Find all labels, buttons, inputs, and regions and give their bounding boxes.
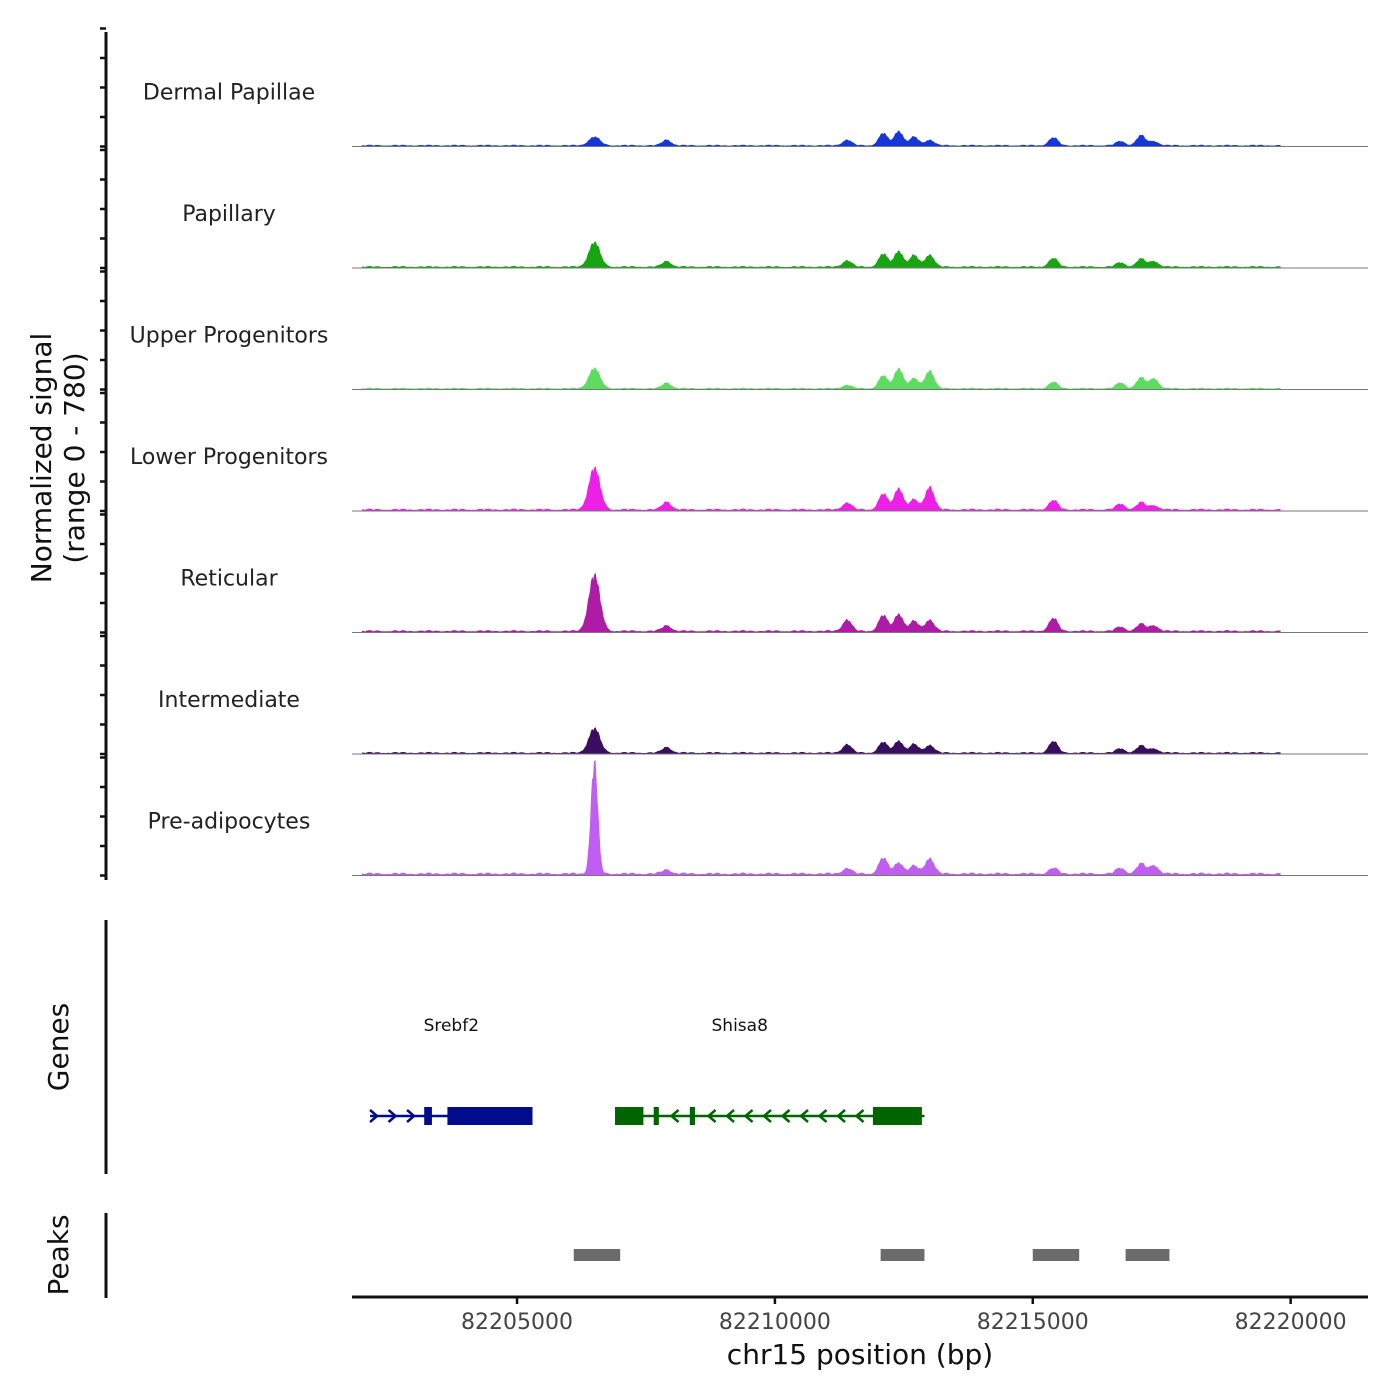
peak-bar xyxy=(1032,1249,1080,1261)
x-tick-label: 82215000 xyxy=(977,1310,1089,1335)
x-axis-ticks: 82205000 82210000 82215000 82220000 xyxy=(461,1297,1347,1335)
gene-track: Srebf2 Shisa8 xyxy=(369,1016,925,1125)
track-label: Upper Progenitors xyxy=(130,324,329,349)
strand-arrow xyxy=(725,1109,735,1123)
signal-tracks: Dermal Papillae Papillary Upper Progenitor… xyxy=(130,81,1368,876)
gene-exon xyxy=(653,1107,659,1125)
track-intermediate: Intermediate xyxy=(158,688,1368,755)
peak-bar xyxy=(880,1249,925,1261)
peak-bar xyxy=(573,1249,621,1261)
strand-arrow xyxy=(836,1109,846,1123)
strand-arrow xyxy=(669,1109,680,1123)
gene-label: Srebf2 xyxy=(424,1016,479,1036)
track-lower-progenitors: Lower Progenitors xyxy=(130,445,1368,512)
strand-arrow xyxy=(762,1109,772,1123)
peak-track xyxy=(573,1249,1170,1261)
gene-exon xyxy=(447,1107,533,1125)
gene-exon xyxy=(689,1107,695,1125)
strand-arrow xyxy=(706,1109,717,1123)
track-label: Papillary xyxy=(182,202,276,227)
peak-bar xyxy=(1125,1249,1170,1261)
track-label: Lower Progenitors xyxy=(130,445,328,470)
signal-area xyxy=(362,760,1281,876)
gene-exon xyxy=(615,1107,644,1125)
track-dermal-papillae: Dermal Papillae xyxy=(143,81,1368,147)
track-label: Dermal Papillae xyxy=(143,81,315,106)
gene-shisa8: Shisa8 xyxy=(615,1016,925,1125)
signal-area xyxy=(362,465,1281,512)
gene-srebf2: Srebf2 xyxy=(369,1016,533,1125)
signal-area xyxy=(362,572,1281,633)
track-label: Pre-adipocytes xyxy=(148,810,311,835)
x-tick-label: 82220000 xyxy=(1235,1310,1347,1335)
strand-arrow xyxy=(780,1109,791,1123)
track-pre-adipocytes: Pre-adipocytes xyxy=(148,760,1368,876)
strand-arrow xyxy=(406,1109,416,1123)
signal-area xyxy=(362,130,1281,147)
signal-y-label-line1: Normalized signal xyxy=(25,333,58,584)
signal-area xyxy=(362,367,1281,390)
strand-arrow xyxy=(817,1109,828,1123)
strand-arrow xyxy=(743,1109,754,1123)
strand-arrow xyxy=(387,1109,398,1123)
gene-exon xyxy=(872,1107,922,1125)
x-tick-label: 82210000 xyxy=(719,1310,831,1335)
signal-area xyxy=(362,241,1281,269)
track-upper-progenitors: Upper Progenitors xyxy=(130,324,1368,390)
x-axis-title: chr15 position (bp) xyxy=(727,1338,993,1371)
genes-label: Genes xyxy=(42,1003,75,1091)
gene-label: Shisa8 xyxy=(712,1016,768,1036)
peaks-label: Peaks xyxy=(42,1214,75,1295)
signal-y-label-line2: (range 0 - 780) xyxy=(58,352,91,563)
gene-exon xyxy=(424,1107,432,1125)
track-papillary: Papillary xyxy=(182,202,1368,269)
strand-arrow xyxy=(369,1109,379,1123)
track-label: Intermediate xyxy=(158,688,300,713)
strand-arrow xyxy=(854,1109,865,1123)
track-label: Reticular xyxy=(180,567,278,592)
strand-arrow xyxy=(799,1109,809,1123)
track-reticular: Reticular xyxy=(180,567,1368,633)
signal-area xyxy=(362,727,1281,755)
signal-y-axis xyxy=(100,27,108,880)
x-tick-label: 82205000 xyxy=(461,1310,573,1335)
